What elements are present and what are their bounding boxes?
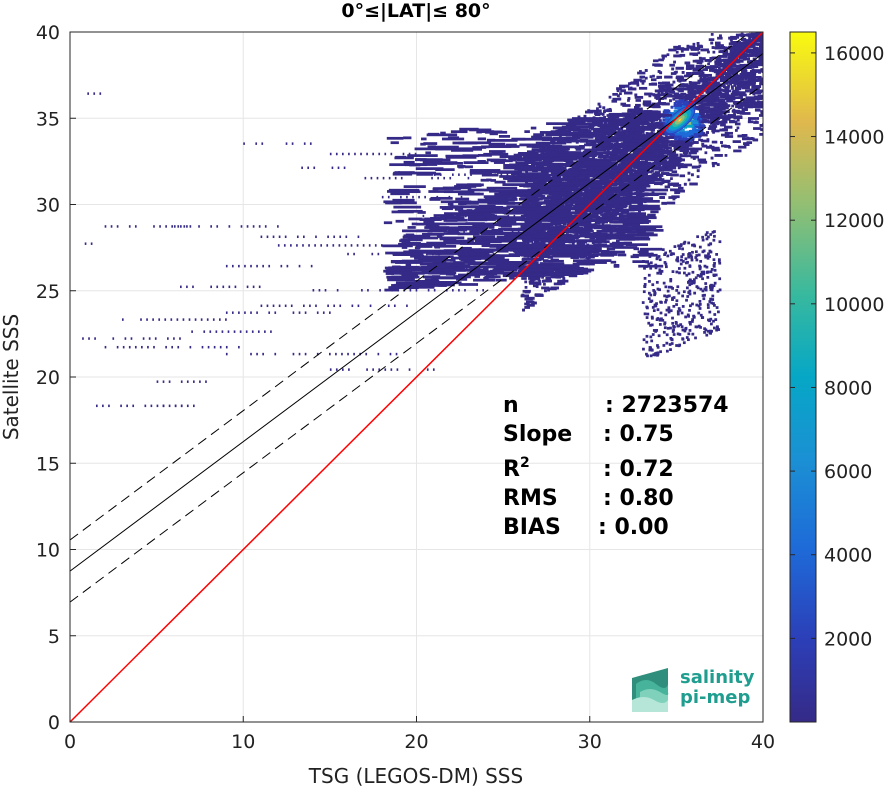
colorbar-tick-label: 8000 (824, 377, 872, 399)
salinity-pi-mep-logo: salinity pi-mep (632, 667, 755, 712)
stat-value: : 0.72 (603, 457, 674, 482)
wave-logo-icon (632, 668, 669, 712)
stats-box: n : 2723574 Slope : 0.75 R2 : 0.72 RMS : 0.80 BI… (503, 393, 729, 540)
x-tick-label: 0 (64, 731, 76, 753)
colorbar-tick-label: 14000 (824, 127, 884, 149)
stat-value: : 2723574 (605, 393, 729, 418)
colorbar-tick-label: 6000 (824, 461, 872, 483)
stat-value: : 0.75 (603, 422, 674, 447)
x-axis-label: TSG (LEGOS-DM) SSS (308, 764, 523, 788)
chart-title: 0°≤|LAT|≤ 80° (341, 0, 490, 22)
logo-text-salinity: salinity (680, 667, 755, 688)
reference-lines (70, 32, 763, 722)
regression-line (70, 53, 763, 572)
y-tick-label: 15 (36, 453, 60, 475)
stat-label: Slope (503, 422, 572, 447)
y-tick-label: 5 (48, 626, 60, 648)
stat-label: RMS (503, 486, 558, 511)
y-tick-label: 0 (48, 712, 60, 734)
colorbar-tick-label: 16000 (824, 43, 884, 65)
density-heatmap (82, 32, 763, 408)
x-tick-label: 10 (231, 731, 255, 753)
y-tick-label: 25 (36, 281, 60, 303)
stat-label: R2 (503, 455, 530, 482)
y-tick-label: 20 (36, 367, 60, 389)
stat-value: : 0.00 (598, 515, 669, 540)
colorbar (789, 31, 817, 723)
stat-label: BIAS (503, 515, 561, 540)
stat-label: n (503, 393, 519, 418)
colorbar-tick-label: 10000 (824, 294, 884, 316)
x-tick-label: 40 (751, 731, 775, 753)
x-tick-label: 20 (404, 731, 428, 753)
y-tick-label: 35 (36, 108, 60, 130)
regression-upper-dashed-line (70, 32, 752, 541)
y-axis-label: Satellite SSS (0, 314, 23, 440)
y-tick-label: 10 (36, 540, 60, 562)
colorbar-ticks: 2000 4000 6000 8000 10000 12000 14000 16000 (790, 43, 884, 650)
colorbar-tick-label: 12000 (824, 210, 884, 232)
regression-lower-dashed-line (70, 84, 763, 603)
y-tick-label: 40 (36, 22, 60, 44)
colorbar-tick-label: 4000 (824, 545, 872, 567)
logo-text-pi-mep: pi-mep (680, 687, 750, 708)
colorbar-tick-label: 2000 (824, 628, 872, 650)
axis-ticks: 0 10 20 30 40 0 5 10 15 20 25 30 35 40 (36, 22, 775, 753)
one-to-one-line (70, 32, 763, 722)
x-tick-label: 30 (578, 731, 602, 753)
stat-value: : 0.80 (603, 486, 674, 511)
y-tick-label: 30 (36, 195, 60, 217)
